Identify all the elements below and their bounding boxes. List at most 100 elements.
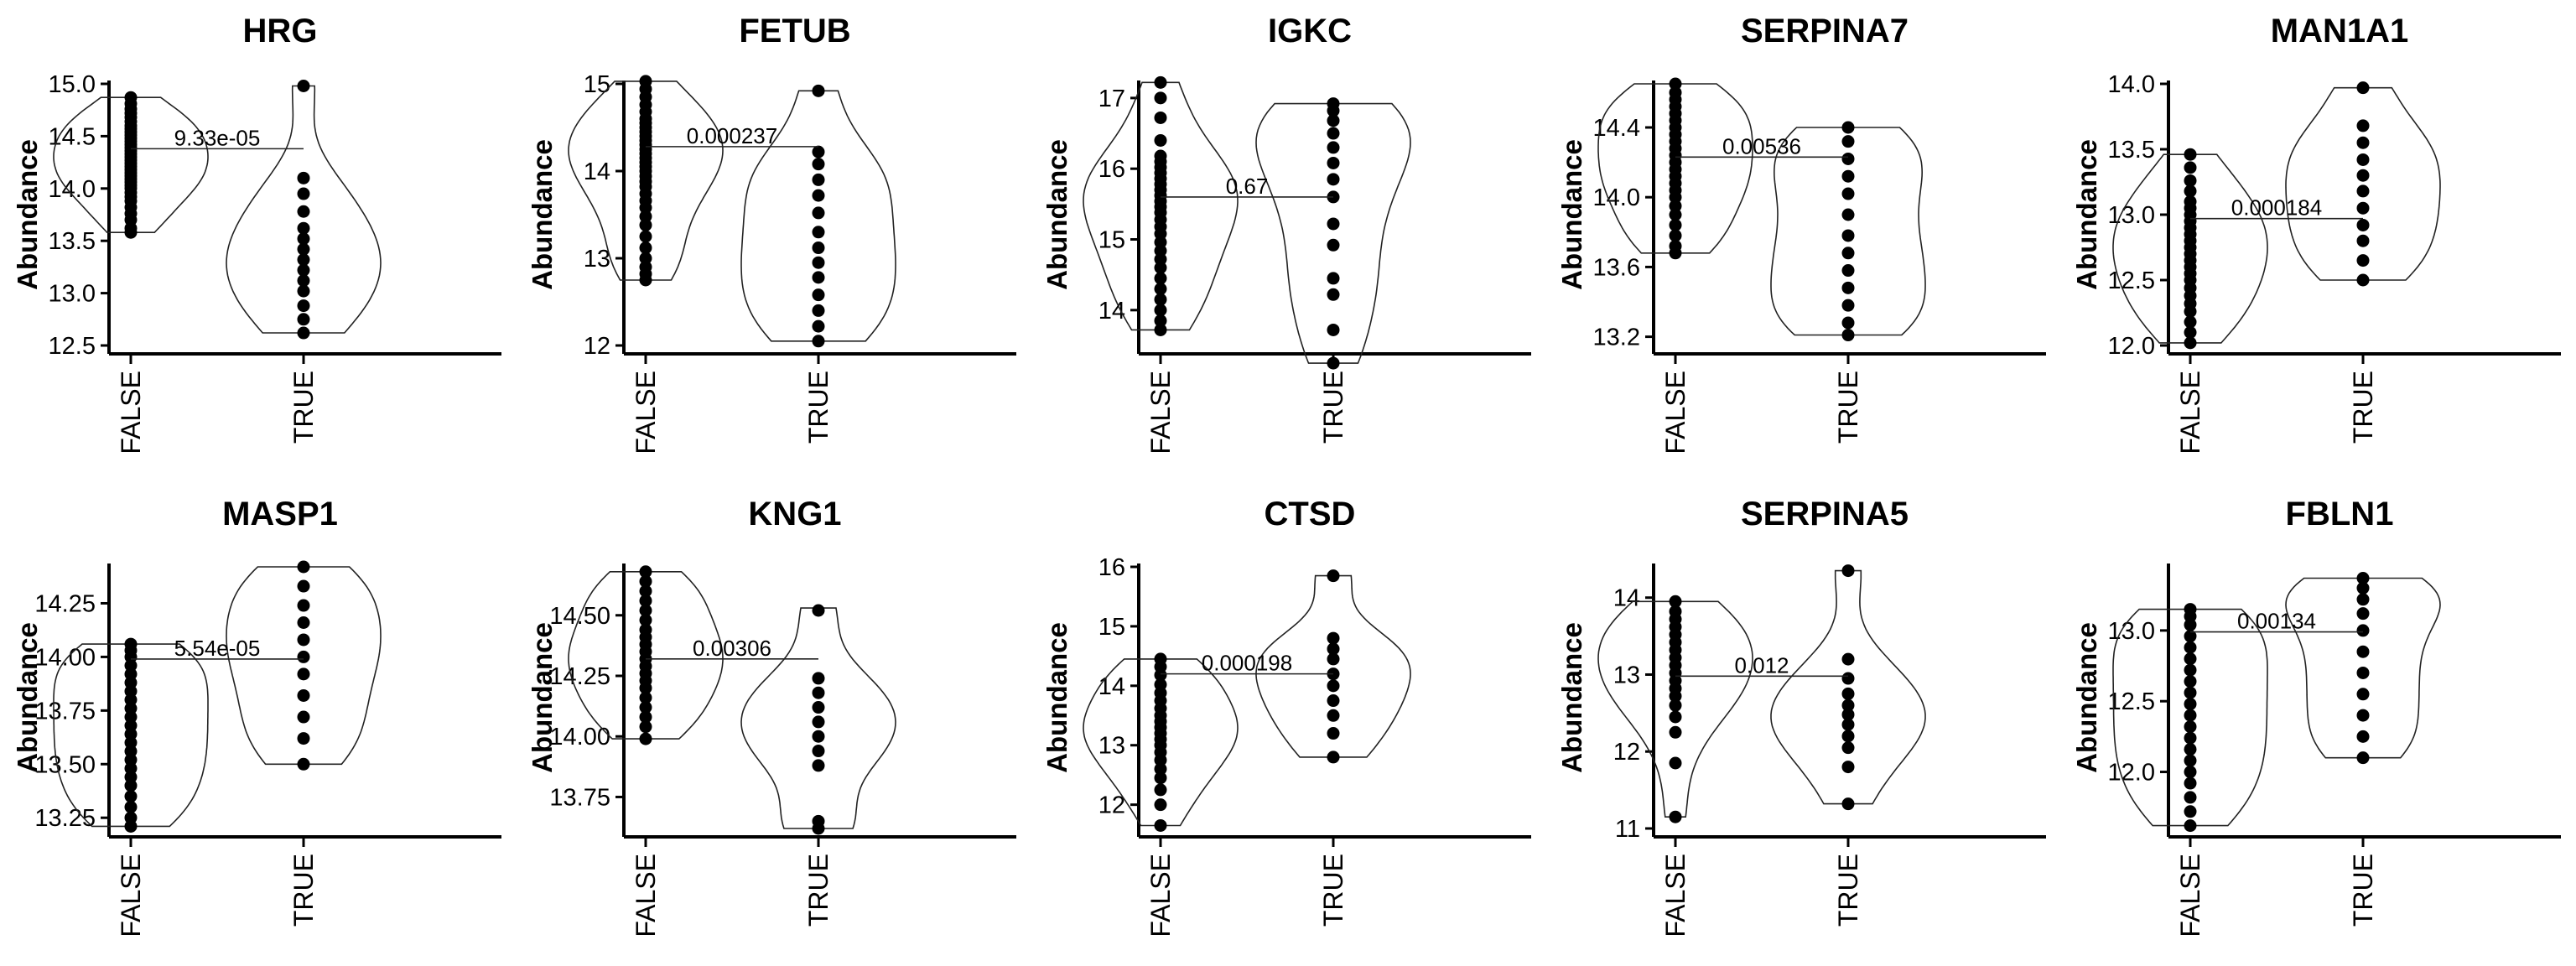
data-point <box>812 730 825 743</box>
x-tick-label: TRUE <box>288 854 319 927</box>
chart-title: HRG <box>243 13 318 49</box>
data-point <box>2356 571 2370 584</box>
data-point <box>2184 603 2197 616</box>
x-tick-label: FALSE <box>1660 371 1690 454</box>
p-value-label: 0.000184 <box>2231 195 2322 221</box>
y-axis-label: Abundance <box>1041 139 1072 290</box>
data-point <box>812 271 825 284</box>
chart-title: SERPINA5 <box>1741 496 1909 532</box>
y-tick-label: 13.0 <box>2108 618 2155 645</box>
y-tick-label: 17 <box>1098 86 1125 112</box>
data-point <box>297 667 310 681</box>
data-point <box>1841 652 1855 666</box>
data-point <box>124 800 138 813</box>
data-point <box>812 304 825 317</box>
data-point <box>2184 819 2197 833</box>
data-point <box>1841 761 1855 774</box>
data-point <box>1841 152 1855 165</box>
y-tick-label: 14.00 <box>549 724 610 750</box>
data-point <box>639 218 652 231</box>
violin-shape <box>568 80 724 281</box>
data-point <box>1154 783 1167 797</box>
data-point <box>639 710 652 724</box>
data-point <box>1327 114 1340 127</box>
data-point <box>297 710 310 724</box>
data-point <box>124 637 138 651</box>
x-tick-label: TRUE <box>803 854 834 927</box>
data-point <box>2184 161 2197 174</box>
data-point <box>2184 754 2197 767</box>
data-point <box>1841 718 1855 731</box>
y-tick-label: 14 <box>1098 673 1125 700</box>
data-point <box>1154 818 1167 832</box>
chart-panel: HRG Abundance 12.5 13.0 13.5 14.0 14.5 15.0 FALS… <box>0 0 515 483</box>
x-tick-label: FALSE <box>1660 854 1690 937</box>
data-point <box>1154 304 1167 317</box>
chart-title: MASP1 <box>222 496 338 532</box>
data-point <box>639 565 652 579</box>
y-tick-label: 12 <box>1098 792 1125 819</box>
y-tick-label: 12.5 <box>2108 688 2155 715</box>
data-point <box>297 633 310 647</box>
data-point <box>639 732 652 745</box>
y-tick-label: 12 <box>584 333 610 360</box>
violin-shape <box>740 90 896 342</box>
data-point <box>2184 630 2197 643</box>
p-value-label: 0.00306 <box>693 636 771 661</box>
data-point <box>639 720 652 734</box>
x-tick-label: FALSE <box>631 371 661 454</box>
data-point <box>2184 195 2197 208</box>
x-tick-label: TRUE <box>803 371 834 444</box>
data-point <box>2184 184 2197 198</box>
data-point <box>1669 605 1682 618</box>
y-tick-label: 13 <box>1098 733 1125 760</box>
data-point <box>1841 329 1855 342</box>
data-point <box>812 745 825 758</box>
y-tick-label: 14.00 <box>34 644 96 671</box>
data-point <box>297 274 310 288</box>
x-tick-label: TRUE <box>1318 371 1348 444</box>
data-point <box>1841 208 1855 221</box>
data-point <box>2184 720 2197 734</box>
data-point <box>1154 798 1167 812</box>
data-point <box>1327 679 1340 693</box>
data-point <box>639 242 652 255</box>
data-point <box>2356 688 2370 701</box>
data-point <box>1669 810 1682 823</box>
data-point <box>297 650 310 663</box>
x-tick-label: FALSE <box>631 854 661 937</box>
data-point <box>812 145 825 158</box>
data-point <box>639 574 652 588</box>
data-point <box>1154 293 1167 306</box>
data-point <box>297 615 310 629</box>
y-axis-label: Abundance <box>1041 622 1072 773</box>
data-point <box>297 263 310 277</box>
chart-title: SERPINA7 <box>1741 13 1909 49</box>
data-point <box>639 623 652 636</box>
y-tick-label: 12 <box>1613 739 1640 766</box>
chart-panel: KNG1 Abundance 13.75 14.00 14.25 14.50 FALSE TR… <box>515 483 1030 966</box>
data-point <box>639 584 652 598</box>
p-value-label: 0.00134 <box>2237 609 2316 634</box>
data-point <box>297 221 310 235</box>
violin-shape <box>2285 577 2441 759</box>
data-point <box>1154 323 1167 336</box>
data-point <box>812 84 825 97</box>
y-axis-label: Abundance <box>1556 139 1587 290</box>
x-tick-label: TRUE <box>2348 854 2378 927</box>
data-point <box>297 560 310 574</box>
data-point <box>1669 77 1682 91</box>
data-point <box>1154 149 1167 163</box>
p-value-label: 0.000237 <box>687 123 777 148</box>
data-point <box>1669 756 1682 770</box>
data-point <box>124 91 138 104</box>
data-point <box>812 335 825 348</box>
x-tick-label: FALSE <box>1145 371 1176 454</box>
data-point <box>812 189 825 202</box>
x-tick-label: FALSE <box>1145 854 1176 937</box>
data-point <box>2356 730 2370 743</box>
violin-shape <box>53 643 209 828</box>
data-point <box>1669 229 1682 242</box>
